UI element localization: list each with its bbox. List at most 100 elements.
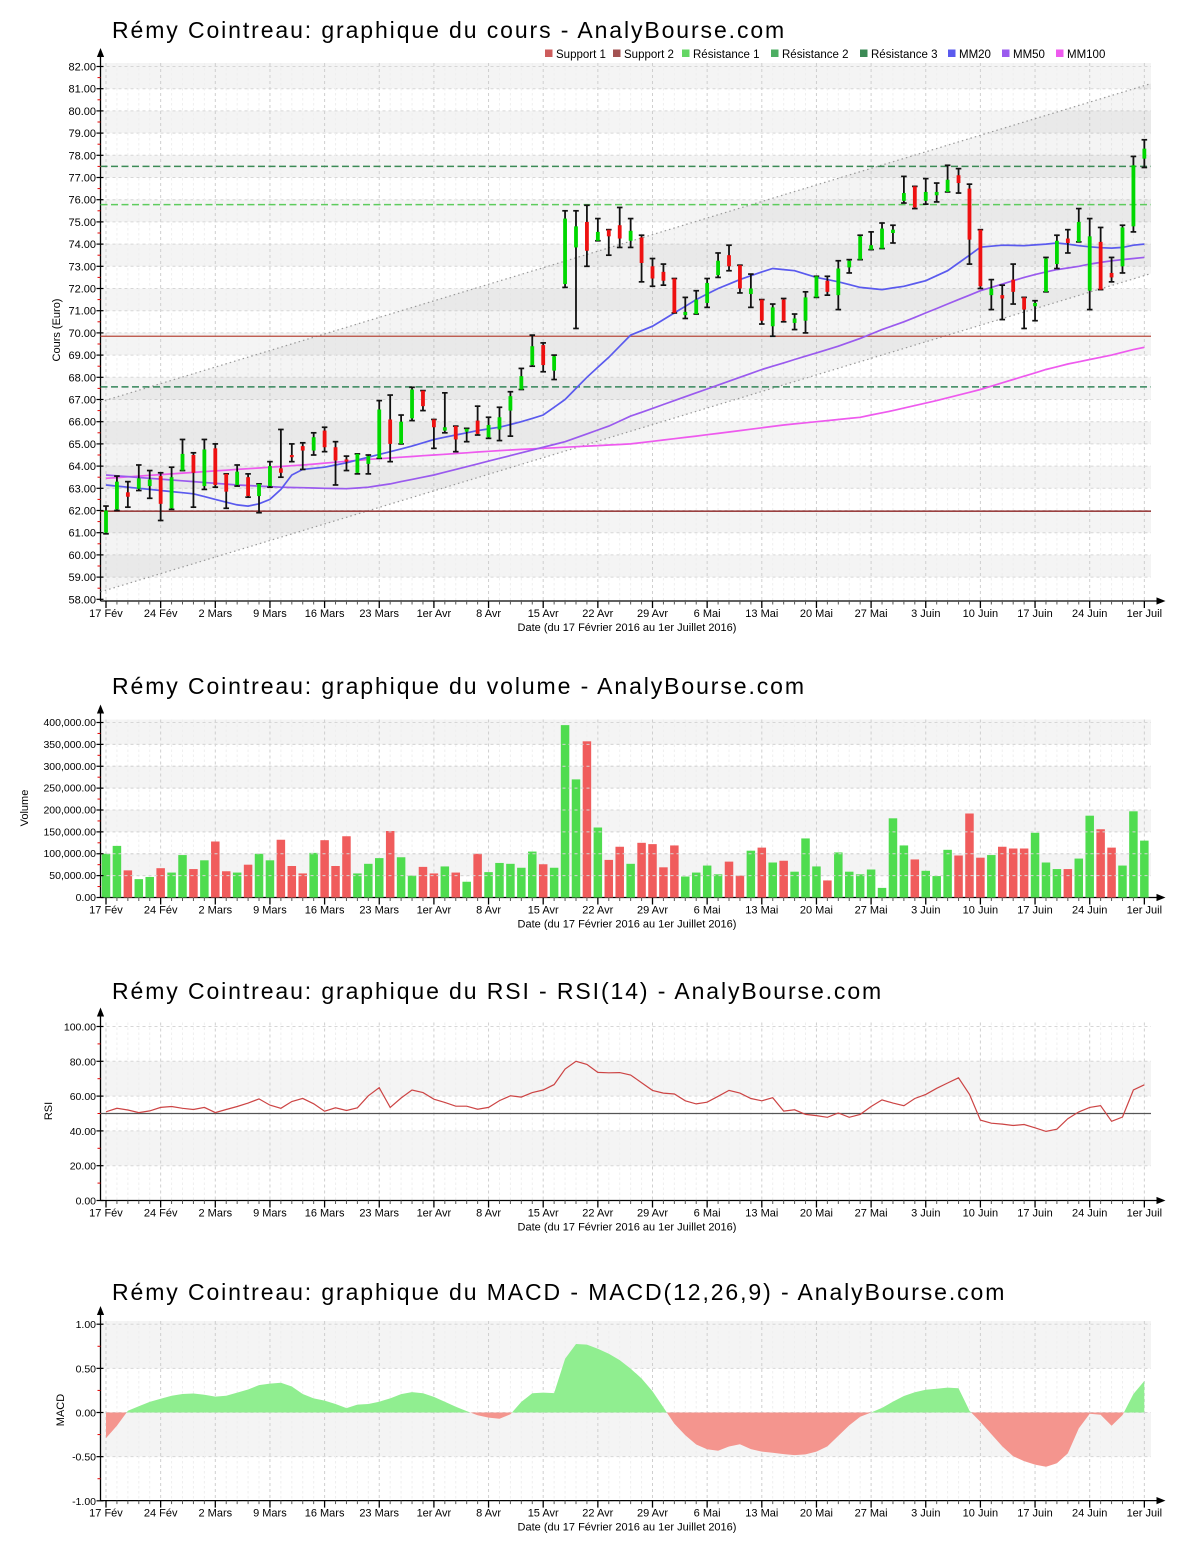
svg-text:9 Mars: 9 Mars	[253, 905, 287, 917]
svg-text:9 Mars: 9 Mars	[253, 1208, 287, 1220]
svg-text:Support 1: Support 1	[556, 49, 606, 61]
svg-text:61.00: 61.00	[68, 528, 96, 540]
svg-text:24 Juin: 24 Juin	[1072, 905, 1107, 917]
svg-text:100,000.00: 100,000.00	[43, 848, 96, 860]
svg-text:MM100: MM100	[1067, 49, 1105, 61]
svg-text:6 Mai: 6 Mai	[694, 905, 721, 917]
svg-text:3 Juin: 3 Juin	[911, 608, 940, 620]
svg-text:24 Juin: 24 Juin	[1072, 608, 1107, 620]
svg-text:27 Mai: 27 Mai	[855, 905, 888, 917]
svg-text:8 Avr: 8 Avr	[476, 905, 501, 917]
svg-text:150,000.00: 150,000.00	[43, 826, 96, 838]
svg-text:9 Mars: 9 Mars	[253, 1508, 287, 1520]
svg-text:16 Mars: 16 Mars	[305, 1208, 345, 1220]
svg-text:1er Juil: 1er Juil	[1127, 1508, 1162, 1520]
svg-text:20 Mai: 20 Mai	[800, 905, 833, 917]
svg-text:13 Mai: 13 Mai	[745, 1208, 778, 1220]
svg-text:70.00: 70.00	[68, 328, 96, 340]
svg-text:29 Avr: 29 Avr	[637, 1508, 668, 1520]
svg-text:400,000.00: 400,000.00	[43, 717, 96, 729]
svg-text:Support 2: Support 2	[624, 49, 674, 61]
svg-text:24 Juin: 24 Juin	[1072, 1508, 1107, 1520]
svg-text:1er Juil: 1er Juil	[1127, 608, 1162, 620]
svg-text:8 Avr: 8 Avr	[476, 1208, 501, 1220]
svg-text:22 Avr: 22 Avr	[582, 905, 613, 917]
svg-text:13 Mai: 13 Mai	[745, 608, 778, 620]
svg-text:78.00: 78.00	[68, 150, 96, 162]
svg-text:10 Juin: 10 Juin	[963, 1508, 998, 1520]
svg-text:RSI: RSI	[43, 1102, 55, 1120]
svg-text:15 Avr: 15 Avr	[528, 905, 559, 917]
svg-text:59.00: 59.00	[68, 572, 96, 584]
svg-text:3 Juin: 3 Juin	[911, 1508, 940, 1520]
svg-text:22 Avr: 22 Avr	[582, 1208, 613, 1220]
svg-text:79.00: 79.00	[68, 128, 96, 140]
svg-text:Résistance 1: Résistance 1	[693, 49, 759, 61]
svg-text:17 Juin: 17 Juin	[1017, 905, 1052, 917]
svg-text:20 Mai: 20 Mai	[800, 1508, 833, 1520]
svg-text:17 Juin: 17 Juin	[1017, 1508, 1052, 1520]
svg-text:15 Avr: 15 Avr	[528, 1208, 559, 1220]
svg-text:77.00: 77.00	[68, 173, 96, 185]
svg-text:8 Avr: 8 Avr	[476, 1508, 501, 1520]
svg-text:60.00: 60.00	[70, 1091, 96, 1103]
svg-text:1er Avr: 1er Avr	[417, 608, 452, 620]
svg-text:250,000.00: 250,000.00	[43, 783, 96, 795]
svg-text:3 Juin: 3 Juin	[911, 1208, 940, 1220]
svg-text:3 Juin: 3 Juin	[911, 905, 940, 917]
svg-text:13 Mai: 13 Mai	[745, 905, 778, 917]
svg-text:2 Mars: 2 Mars	[198, 1208, 232, 1220]
svg-text:16 Mars: 16 Mars	[305, 905, 345, 917]
svg-text:Date (du 17 Février 2016 au 1e: Date (du 17 Février 2016 au 1er Juillet …	[518, 919, 737, 931]
svg-text:15 Avr: 15 Avr	[528, 1508, 559, 1520]
svg-text:1er Avr: 1er Avr	[417, 905, 452, 917]
svg-text:23 Mars: 23 Mars	[359, 608, 399, 620]
svg-text:17 Fév: 17 Fév	[89, 1508, 123, 1520]
svg-text:0.00: 0.00	[76, 1196, 97, 1208]
svg-text:20.00: 20.00	[70, 1161, 96, 1173]
svg-text:Rémy Cointreau: graphique du R: Rémy Cointreau: graphique du RSI - RSI(1…	[112, 978, 883, 1004]
svg-text:1er Juil: 1er Juil	[1127, 905, 1162, 917]
svg-text:68.00: 68.00	[68, 372, 96, 384]
svg-text:24 Fév: 24 Fév	[144, 905, 178, 917]
svg-text:Résistance 2: Résistance 2	[782, 49, 848, 61]
svg-text:29 Avr: 29 Avr	[637, 608, 668, 620]
svg-text:9 Mars: 9 Mars	[253, 608, 287, 620]
svg-text:Rémy Cointreau: graphique du v: Rémy Cointreau: graphique du volume - An…	[112, 673, 806, 699]
svg-text:23 Mars: 23 Mars	[359, 1208, 399, 1220]
svg-text:58.00: 58.00	[68, 594, 96, 606]
svg-text:24 Fév: 24 Fév	[144, 1508, 178, 1520]
svg-text:MM50: MM50	[1013, 49, 1045, 61]
svg-text:23 Mars: 23 Mars	[359, 1508, 399, 1520]
svg-text:69.00: 69.00	[68, 350, 96, 362]
svg-text:0.00: 0.00	[76, 1408, 97, 1420]
svg-text:Volume: Volume	[19, 790, 31, 827]
svg-text:20 Mai: 20 Mai	[800, 1208, 833, 1220]
svg-text:76.00: 76.00	[68, 195, 96, 207]
svg-text:0.50: 0.50	[76, 1363, 97, 1375]
svg-text:16 Mars: 16 Mars	[305, 608, 345, 620]
svg-text:2 Mars: 2 Mars	[198, 905, 232, 917]
svg-text:1er Avr: 1er Avr	[417, 1208, 452, 1220]
svg-text:6 Mai: 6 Mai	[694, 1208, 721, 1220]
svg-text:1er Juil: 1er Juil	[1127, 1208, 1162, 1220]
svg-text:6 Mai: 6 Mai	[694, 608, 721, 620]
svg-text:MACD: MACD	[55, 1394, 67, 1426]
svg-text:17 Fév: 17 Fév	[89, 1208, 123, 1220]
svg-text:82.00: 82.00	[68, 62, 96, 74]
svg-text:-0.50: -0.50	[72, 1452, 96, 1464]
svg-text:71.00: 71.00	[68, 306, 96, 318]
svg-text:1er Avr: 1er Avr	[417, 1508, 452, 1520]
svg-text:Cours (Euro): Cours (Euro)	[51, 299, 63, 362]
svg-text:10 Juin: 10 Juin	[963, 608, 998, 620]
svg-text:20 Mai: 20 Mai	[800, 608, 833, 620]
svg-text:Date (du 17 Février 2016 au 1e: Date (du 17 Février 2016 au 1er Juillet …	[518, 1522, 737, 1534]
svg-text:15 Avr: 15 Avr	[528, 608, 559, 620]
svg-text:27 Mai: 27 Mai	[855, 608, 888, 620]
svg-text:24 Fév: 24 Fév	[144, 1208, 178, 1220]
svg-text:64.00: 64.00	[68, 461, 96, 473]
svg-text:72.00: 72.00	[68, 284, 96, 296]
svg-text:27 Mai: 27 Mai	[855, 1508, 888, 1520]
svg-text:13 Mai: 13 Mai	[745, 1508, 778, 1520]
svg-text:66.00: 66.00	[68, 417, 96, 429]
